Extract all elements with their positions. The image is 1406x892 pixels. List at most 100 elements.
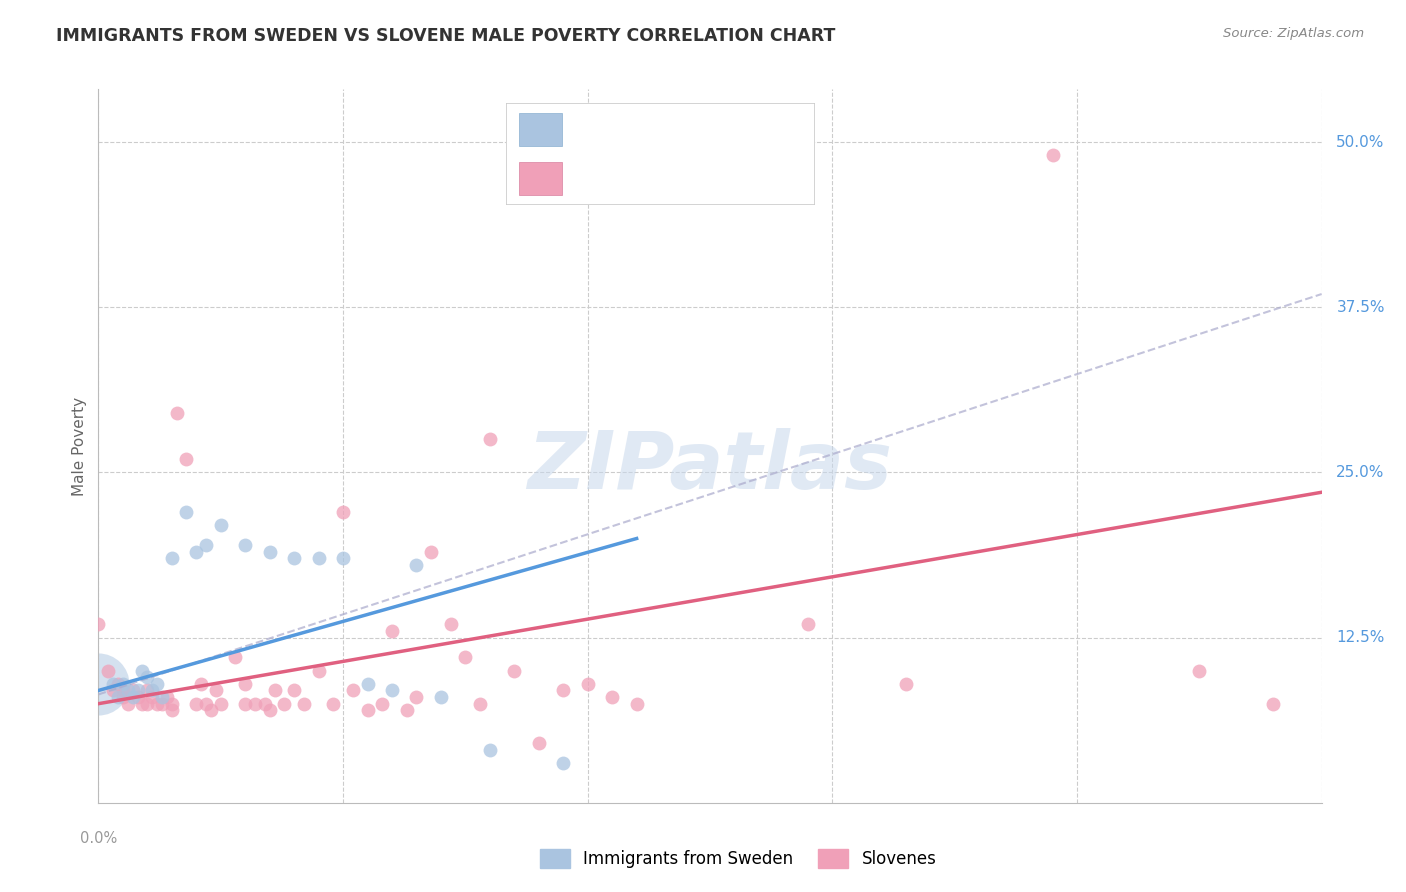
Point xyxy=(186,545,208,559)
Point xyxy=(420,545,443,559)
Point xyxy=(253,697,276,711)
Point xyxy=(150,697,173,711)
Point xyxy=(243,697,266,711)
Point xyxy=(186,697,208,711)
Point xyxy=(440,617,463,632)
Point xyxy=(146,697,169,711)
Point xyxy=(356,703,378,717)
Point xyxy=(395,703,418,717)
Point xyxy=(553,683,575,698)
Point xyxy=(342,683,364,698)
Point xyxy=(273,697,295,711)
Point xyxy=(797,617,820,632)
Point xyxy=(97,664,120,678)
Text: N =: N = xyxy=(697,171,727,186)
Text: ZIPatlas: ZIPatlas xyxy=(527,428,893,507)
Point xyxy=(553,756,575,771)
Point xyxy=(141,683,163,698)
Point xyxy=(101,677,124,691)
Point xyxy=(176,505,198,519)
Point xyxy=(263,683,285,698)
Point xyxy=(156,690,179,704)
Point xyxy=(233,677,256,691)
Text: 0.316: 0.316 xyxy=(620,171,671,186)
Point xyxy=(371,697,394,711)
Point xyxy=(131,664,153,678)
Point xyxy=(176,452,198,467)
Point xyxy=(160,703,183,717)
Point xyxy=(503,664,526,678)
Point xyxy=(430,690,453,704)
Text: 12.5%: 12.5% xyxy=(1336,630,1385,645)
Point xyxy=(127,690,149,704)
Point xyxy=(292,697,315,711)
Point xyxy=(233,697,256,711)
Point xyxy=(160,551,183,566)
Point xyxy=(478,743,501,757)
Y-axis label: Male Poverty: Male Poverty xyxy=(72,396,87,496)
Point xyxy=(136,683,159,698)
Text: 61: 61 xyxy=(744,171,766,186)
Text: 0.396: 0.396 xyxy=(620,121,671,136)
Point xyxy=(224,650,246,665)
FancyBboxPatch shape xyxy=(519,113,562,145)
Point xyxy=(101,683,124,698)
FancyBboxPatch shape xyxy=(506,103,815,205)
Point xyxy=(136,670,159,684)
Point xyxy=(87,677,110,691)
Text: 27: 27 xyxy=(744,121,766,136)
Point xyxy=(150,690,173,704)
Text: 0.0%: 0.0% xyxy=(80,831,117,847)
Point xyxy=(117,697,139,711)
Point xyxy=(454,650,477,665)
Point xyxy=(356,677,378,691)
Point xyxy=(107,690,129,704)
Text: Source: ZipAtlas.com: Source: ZipAtlas.com xyxy=(1223,27,1364,40)
Point xyxy=(527,736,550,750)
Point xyxy=(160,697,183,711)
Point xyxy=(322,697,344,711)
FancyBboxPatch shape xyxy=(519,162,562,194)
Point xyxy=(195,538,218,552)
Point xyxy=(190,677,212,691)
Point xyxy=(141,690,163,704)
Point xyxy=(121,690,143,704)
Point xyxy=(205,683,228,698)
Text: R =: R = xyxy=(574,171,602,186)
Point xyxy=(600,690,623,704)
Point xyxy=(405,558,427,572)
Point xyxy=(332,505,354,519)
Point xyxy=(209,518,232,533)
Text: IMMIGRANTS FROM SWEDEN VS SLOVENE MALE POVERTY CORRELATION CHART: IMMIGRANTS FROM SWEDEN VS SLOVENE MALE P… xyxy=(56,27,835,45)
Point xyxy=(576,677,599,691)
Point xyxy=(626,697,648,711)
Legend: Immigrants from Sweden, Slovenes: Immigrants from Sweden, Slovenes xyxy=(533,842,943,875)
Point xyxy=(894,677,917,691)
Text: 50.0%: 50.0% xyxy=(1336,135,1385,150)
Point xyxy=(233,538,256,552)
Point xyxy=(381,624,404,638)
Point xyxy=(136,697,159,711)
Point xyxy=(1261,697,1284,711)
Point xyxy=(146,677,169,691)
Point xyxy=(478,433,501,447)
Point xyxy=(308,664,330,678)
Point xyxy=(121,683,143,698)
Point xyxy=(107,677,129,691)
Point xyxy=(283,683,305,698)
Point xyxy=(468,697,491,711)
Point xyxy=(1042,148,1064,162)
Point xyxy=(117,683,139,698)
Point xyxy=(259,545,281,559)
Point xyxy=(166,406,188,420)
Text: N =: N = xyxy=(697,121,727,136)
Point xyxy=(111,690,134,704)
Point xyxy=(308,551,330,566)
Point xyxy=(111,677,134,691)
Point xyxy=(1188,664,1211,678)
Point xyxy=(332,551,354,566)
Point xyxy=(200,703,222,717)
Point xyxy=(131,697,153,711)
Point xyxy=(195,697,218,711)
Point xyxy=(405,690,427,704)
